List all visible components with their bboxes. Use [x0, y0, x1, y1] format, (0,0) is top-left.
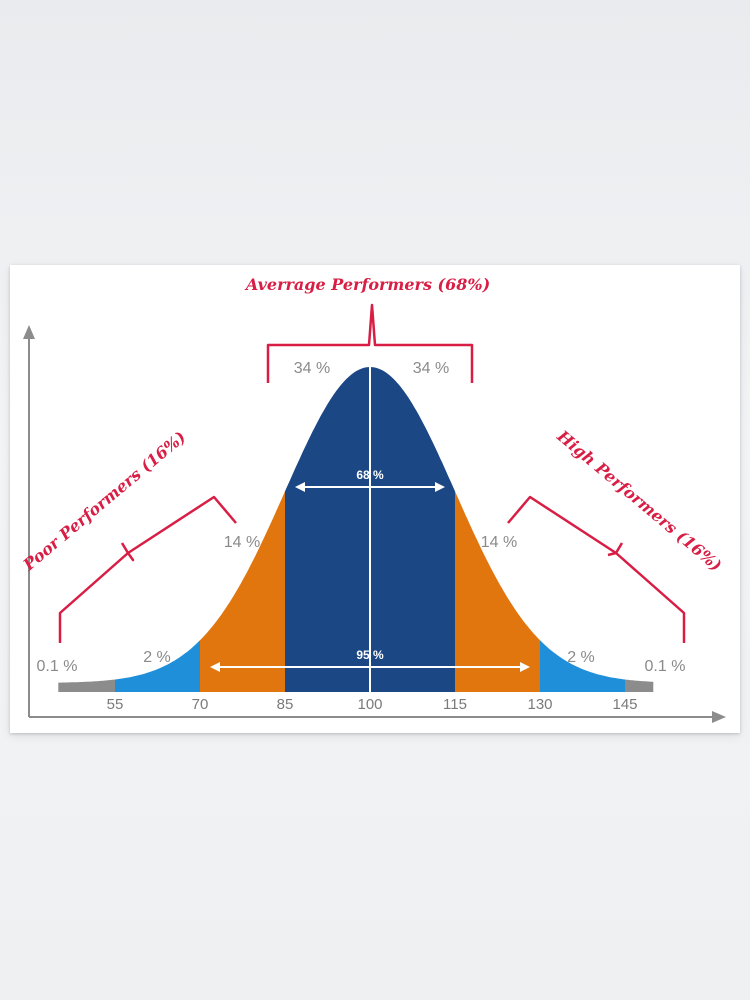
- curve-regions: [58, 367, 654, 692]
- region-label-0: 0.1 %: [37, 658, 78, 675]
- region-label-7: 0.1 %: [645, 658, 686, 675]
- group-label-0: Poor Performers (16%): [19, 427, 190, 575]
- span-arrow-left-1: [210, 662, 220, 672]
- region-3: [285, 367, 370, 692]
- tick-label-100: 100: [357, 696, 382, 713]
- region-label-6: 2 %: [567, 649, 595, 666]
- poster: 68 % 95 % 0.1 % 2 % 14 % 34 % 34 % 14 % 2 % 0.1 …: [10, 265, 740, 733]
- span-arrow-right-1: [520, 662, 530, 672]
- poor-bracket-tip: [120, 542, 130, 554]
- region-6: [540, 640, 625, 692]
- span-arrow-right-0: [435, 482, 445, 492]
- region-label-1: 2 %: [143, 649, 171, 666]
- x-axis-arrow: [712, 711, 726, 723]
- region-7: [625, 679, 654, 692]
- span-label-0: 68 %: [356, 468, 384, 482]
- span-arrow-left-0: [295, 482, 305, 492]
- region-label-2: 14 %: [224, 534, 260, 551]
- tick-label-115: 115: [443, 696, 467, 713]
- tick-label-145: 145: [612, 696, 637, 713]
- region-5: [455, 491, 540, 692]
- tick-label-70: 70: [192, 696, 209, 713]
- tick-label-130: 130: [527, 696, 552, 713]
- region-label-5: 14 %: [481, 534, 517, 551]
- high-bracket-tip: [607, 542, 624, 557]
- region-0: [58, 679, 115, 692]
- brackets: [58, 303, 686, 643]
- region-4: [370, 367, 455, 692]
- tick-label-85: 85: [277, 696, 294, 713]
- group-label-2: High Performers (16%): [553, 426, 726, 575]
- tick-label-55: 55: [107, 696, 124, 713]
- chart-overlay: 68 % 95 %: [58, 303, 686, 692]
- average-bracket: [266, 303, 474, 383]
- bell-curve-chart: 68 % 95 % 0.1 % 2 % 14 % 34 % 34 % 14 % 2 % 0.1 …: [19, 275, 726, 723]
- region-label-3: 34 %: [294, 360, 330, 377]
- region-label-4: 34 %: [413, 360, 449, 377]
- span-label-1: 95 %: [356, 648, 384, 662]
- region-1: [115, 640, 200, 692]
- region-2: [200, 491, 285, 692]
- poor-bracket: [58, 495, 237, 643]
- group-label-1: Averrage Performers (68%): [244, 275, 490, 294]
- y-axis-arrow: [23, 325, 35, 339]
